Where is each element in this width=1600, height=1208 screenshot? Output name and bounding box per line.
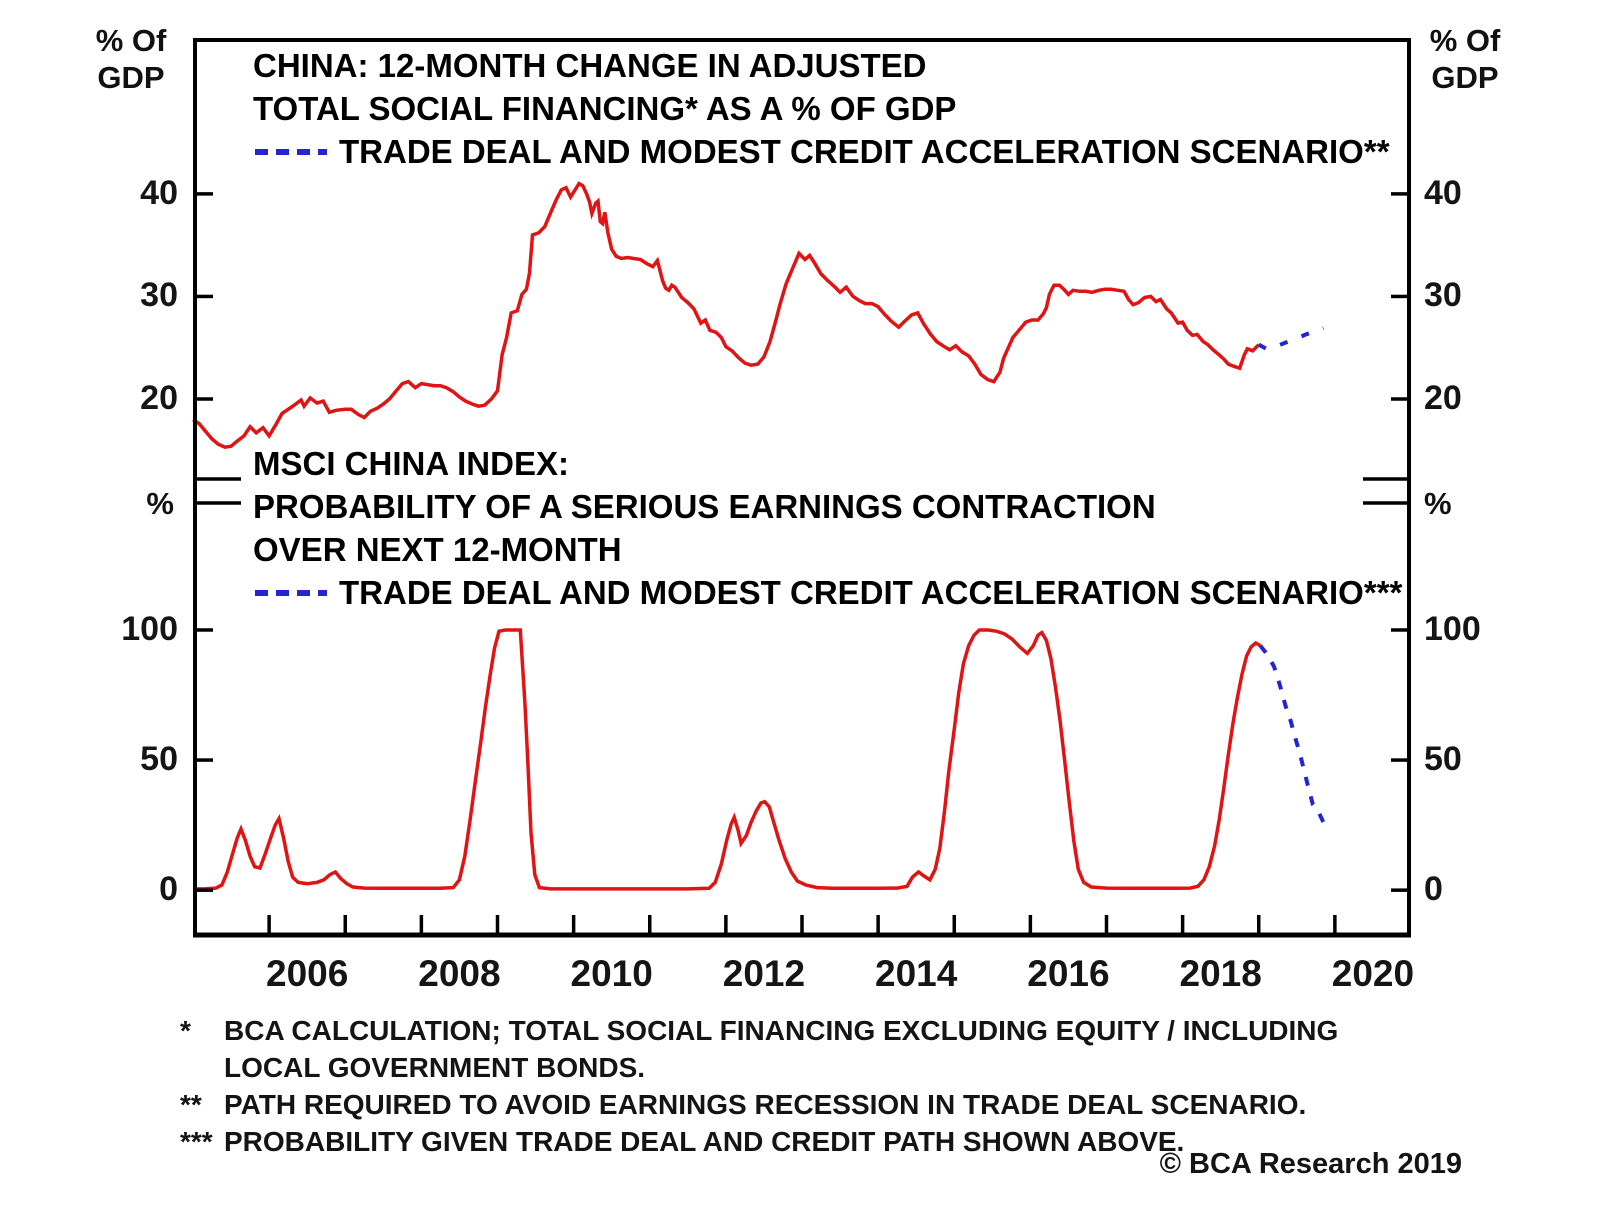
footnote-line: PROBABILITY GIVEN TRADE DEAL AND CREDIT … bbox=[224, 1126, 1185, 1157]
footnote-text: PROBABILITY GIVEN TRADE DEAL AND CREDIT … bbox=[224, 1123, 1470, 1160]
y-tick-label: 0 bbox=[159, 870, 178, 909]
x-tick-label: 2014 bbox=[875, 953, 958, 994]
footnote: * BCA CALCULATION; TOTAL SOCIAL FINANCING… bbox=[180, 1012, 1470, 1086]
x-tick-label: 2006 bbox=[266, 953, 349, 994]
top-chart-title-line2: TOTAL SOCIAL FINANCING* AS A % OF GDP bbox=[253, 90, 957, 127]
footnotes: * BCA CALCULATION; TOTAL SOCIAL FINANCING… bbox=[180, 1012, 1470, 1160]
copyright: © BCA Research 2019 bbox=[1159, 1148, 1462, 1180]
footnote-line: LOCAL GOVERNMENT BONDS. bbox=[224, 1052, 646, 1083]
y-axis-unit-bottom-right: % bbox=[1424, 486, 1452, 521]
unit-line: % Of bbox=[1429, 23, 1501, 58]
top-chart-title: CHINA: 12-MONTH CHANGE IN ADJUSTED TOTAL… bbox=[253, 44, 1390, 173]
unit-line: % Of bbox=[95, 23, 167, 58]
y-tick-label: 50 bbox=[140, 740, 178, 779]
bottom-chart-title: MSCI CHINA INDEX: PROBABILITY OF A SERIO… bbox=[253, 442, 1402, 614]
bottom-chart-legend: TRADE DEAL AND MODEST CREDIT ACCELERATIO… bbox=[253, 571, 1402, 614]
y-tick-label: 40 bbox=[1424, 173, 1462, 212]
y-tick-label: 20 bbox=[1424, 379, 1462, 417]
y-tick-label: 100 bbox=[121, 609, 178, 648]
y-axis-unit-top-right: % Of GDP bbox=[1420, 22, 1510, 96]
x-tick-label: 2020 bbox=[1331, 953, 1415, 994]
top-chart-title-line1: CHINA: 12-MONTH CHANGE IN ADJUSTED bbox=[253, 47, 927, 84]
tsf-actual-line bbox=[192, 181, 1261, 450]
y-tick-label: 100 bbox=[1424, 609, 1481, 648]
footnote-marker: *** bbox=[180, 1126, 213, 1157]
y-tick-label: 0 bbox=[1424, 870, 1443, 909]
unit-line: GDP bbox=[1431, 60, 1499, 95]
dashed-line-icon bbox=[255, 589, 327, 596]
probability-scenario-line bbox=[1258, 644, 1326, 824]
y-tick-label: 30 bbox=[140, 276, 178, 315]
legend-label: TRADE DEAL AND MODEST CREDIT ACCELERATIO… bbox=[339, 133, 1390, 170]
x-tick-label: 2008 bbox=[418, 953, 501, 994]
footnote-marker: * bbox=[180, 1015, 191, 1046]
y-tick-label: 30 bbox=[1424, 276, 1462, 315]
unit-line: GDP bbox=[97, 60, 165, 95]
bottom-chart-title-line3: OVER NEXT 12-MONTH bbox=[253, 531, 622, 568]
y-axis-unit-top-left: % Of GDP bbox=[86, 22, 176, 96]
footnote-line: BCA CALCULATION; TOTAL SOCIAL FINANCING … bbox=[224, 1015, 1339, 1046]
tsf-scenario-line bbox=[1257, 326, 1325, 351]
footnote-marker: ** bbox=[180, 1089, 202, 1120]
probability-actual-line bbox=[193, 628, 1262, 891]
bottom-chart-title-line2: PROBABILITY OF A SERIOUS EARNINGS CONTRA… bbox=[253, 488, 1156, 525]
top-chart-legend: TRADE DEAL AND MODEST CREDIT ACCELERATIO… bbox=[253, 130, 1390, 173]
dashed-line-icon bbox=[255, 148, 327, 155]
footnote: ** PATH REQUIRED TO AVOID EARNINGS RECESS… bbox=[180, 1086, 1470, 1123]
y-tick-label: 40 bbox=[140, 173, 178, 212]
x-tick-label: 2010 bbox=[570, 953, 653, 994]
x-tick-label: 2016 bbox=[1027, 953, 1110, 994]
x-tick-label: 2012 bbox=[722, 953, 806, 994]
y-tick-label: 50 bbox=[1424, 740, 1462, 779]
legend-label: TRADE DEAL AND MODEST CREDIT ACCELERATIO… bbox=[339, 574, 1403, 611]
x-tick-label: 2018 bbox=[1179, 953, 1262, 994]
bottom-chart-title-line1: MSCI CHINA INDEX: bbox=[253, 445, 569, 482]
footnote-line: PATH REQUIRED TO AVOID EARNINGS RECESSIO… bbox=[224, 1089, 1307, 1120]
footnote: *** PROBABILITY GIVEN TRADE DEAL AND CRED… bbox=[180, 1123, 1470, 1160]
footnote-text: PATH REQUIRED TO AVOID EARNINGS RECESSIO… bbox=[224, 1086, 1470, 1123]
footnote-text: BCA CALCULATION; TOTAL SOCIAL FINANCING … bbox=[224, 1012, 1470, 1086]
y-tick-label: 20 bbox=[140, 379, 178, 417]
y-axis-unit-bottom-left: % bbox=[146, 486, 174, 521]
